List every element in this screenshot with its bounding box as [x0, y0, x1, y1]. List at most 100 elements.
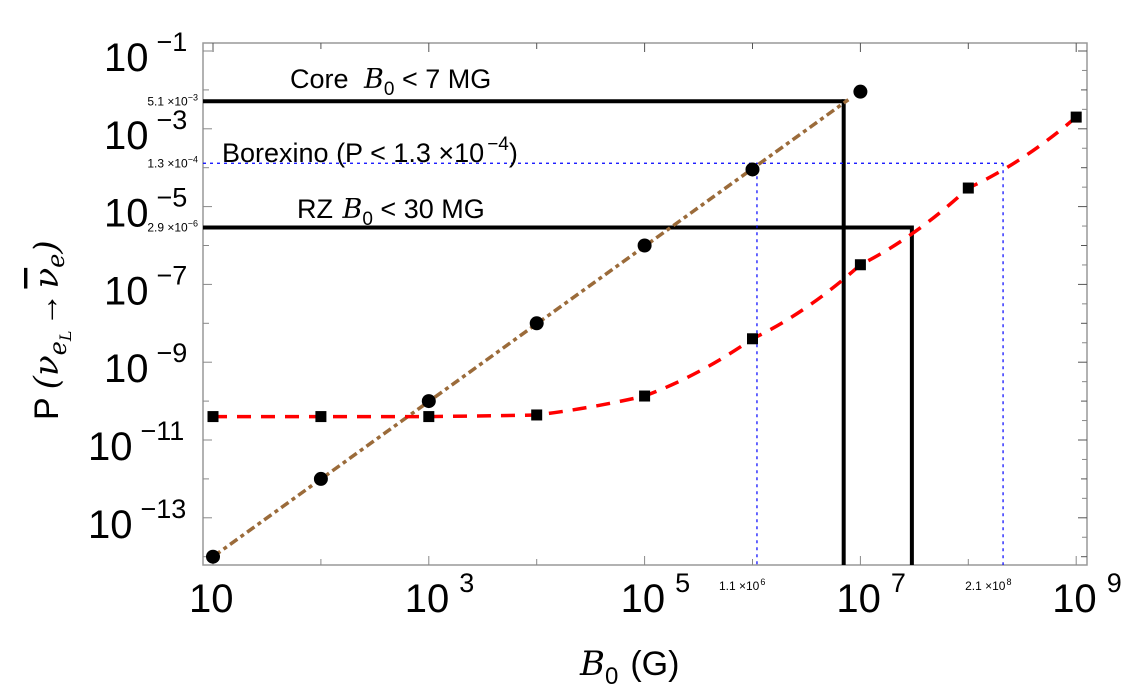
data-point-circle — [313, 471, 328, 486]
core-limit-value-label: 5.1 ×10−3 — [147, 92, 198, 108]
data-point-square — [207, 411, 219, 423]
data-point-circle — [853, 84, 868, 99]
y-tick-label: 10 −1 — [104, 27, 187, 80]
annotation-symbol: B — [342, 194, 363, 225]
text-part: 10 — [104, 114, 149, 158]
annotation-text: < 7 MG — [394, 64, 491, 94]
annotation-text: ) — [509, 138, 518, 168]
data-point-square — [423, 411, 435, 423]
text-part: 1.3 ×10 — [147, 156, 188, 170]
borexino-rz-x-label: 2.1 ×108 — [965, 577, 1011, 593]
text-part: Core — [290, 64, 356, 94]
value-exponent: −3 — [188, 92, 198, 102]
y-axis-nu: ν — [27, 355, 67, 376]
y-tick-label: 10 −11 — [88, 416, 184, 469]
y-axis-prefix: P — [28, 397, 66, 420]
x-axis-label: B0 (G) — [579, 644, 679, 690]
annotation-borexino: Borexino (P < 1.3 ×10 −4) — [222, 134, 518, 168]
text-part: Borexino (P < 1.3 ×10 — [222, 138, 484, 168]
x-tick-label: 10 7 — [836, 568, 906, 621]
annotation-subscript: 0 — [362, 209, 373, 230]
text-part: 10 — [405, 577, 450, 621]
text-part: 1.1 ×10 — [719, 579, 760, 593]
value-exponent: −6 — [188, 219, 198, 229]
text-part: 10 — [104, 269, 149, 313]
rz-limit-value-label: 2.9 ×10−6 — [147, 219, 198, 235]
y-tick-exponent: −13 — [141, 494, 187, 524]
data-point-square — [531, 409, 543, 421]
y-tick-exponent: −1 — [157, 27, 188, 57]
text-part: 10 — [88, 425, 133, 469]
data-point-square — [1070, 111, 1082, 123]
text-part: 10 — [621, 577, 666, 621]
y-tick-label: 10 −5 — [104, 183, 187, 236]
y-tick-exponent: −9 — [157, 338, 188, 368]
text-part: 10 — [189, 577, 234, 621]
data-point-square — [747, 333, 758, 345]
x-tick-exponent: 7 — [891, 568, 906, 598]
y-axis-nubar: ν — [27, 268, 67, 289]
y-axis-arrow: → — [28, 293, 66, 327]
data-point-square — [315, 411, 327, 423]
series-line-squares — [212, 115, 1078, 419]
y-axis-paren-close: ) — [27, 240, 67, 254]
y-tick-exponent: −11 — [141, 416, 185, 446]
x-axis-unit: (G) — [630, 645, 679, 683]
text-part: 5.1 ×10 — [147, 94, 188, 108]
annotation-exponent: −4 — [487, 134, 509, 155]
x-axis-subscript: 0 — [605, 663, 618, 690]
y-axis-sub-e2: e — [42, 254, 70, 268]
data-point-circle — [745, 162, 760, 177]
x-tick-label: 10 5 — [621, 568, 691, 621]
borexino-limit-value-label: 1.3 ×10−4 — [147, 154, 198, 170]
annotation-subscript: 0 — [384, 79, 395, 100]
text-part: 10 — [104, 192, 149, 236]
y-tick-exponent: −7 — [157, 260, 188, 290]
annotation-rz: RZ B0 < 30 MG — [297, 194, 485, 230]
y-tick-exponent: −3 — [157, 105, 188, 135]
text-part: RZ — [297, 194, 341, 224]
text-part: 10 — [836, 577, 881, 621]
text-part: 2.9 ×10 — [147, 221, 188, 235]
x-tick-label: 10 9 — [1052, 568, 1122, 621]
y-tick-exponent: −5 — [157, 183, 188, 213]
data-point-square — [854, 259, 866, 271]
y-tick-label: 10 −9 — [104, 338, 187, 391]
y-tick-label: 10 −3 — [104, 105, 187, 158]
x-tick-exponent: 5 — [675, 568, 690, 598]
y-axis-paren: ( — [27, 375, 67, 389]
text-part: 10 — [1052, 577, 1097, 621]
y-tick-label: 10 −13 — [88, 494, 186, 547]
data-point-square — [639, 390, 651, 402]
plot-border — [202, 42, 1088, 566]
labels: 10 10 3 10 5 10 7 10 910 −110 −310 −510 −710 −910 −111… — [27, 27, 1122, 690]
series — [206, 84, 1082, 564]
data-point-circle — [529, 316, 544, 331]
plot-frame — [202, 42, 1088, 566]
y-axis-label: P(νeL→νe) — [27, 240, 75, 420]
text-part: 2.1 ×10 — [965, 579, 1006, 593]
x-axis-symbol: B — [579, 644, 605, 684]
x-tick-exponent: 3 — [459, 568, 474, 598]
y-axis-sub-L: L — [56, 331, 75, 343]
borexino-core-x-label: 1.1 ×106 — [719, 577, 765, 593]
annotation-symbol: B — [363, 64, 384, 95]
value-exponent: 6 — [760, 577, 765, 587]
data-point-circle — [421, 394, 436, 409]
annotation-core: Core B0 < 7 MG — [290, 64, 491, 100]
text-part: 10 — [104, 36, 149, 80]
reference-lines — [203, 99, 1004, 565]
y-axis-sub-e: e — [44, 341, 72, 355]
annotation-text: < 30 MG — [373, 194, 485, 224]
value-exponent: 8 — [1006, 577, 1011, 587]
x-tick-exponent: 9 — [1107, 568, 1122, 598]
data-point-square — [962, 182, 974, 194]
data-point-circle — [206, 549, 220, 564]
text-part: 10 — [104, 347, 149, 391]
data-point-circle — [637, 238, 652, 253]
x-tick-label: 10 3 — [405, 568, 475, 621]
value-exponent: −4 — [188, 154, 198, 164]
text-part: 10 — [88, 503, 133, 547]
y-tick-label: 10 −7 — [104, 260, 187, 313]
